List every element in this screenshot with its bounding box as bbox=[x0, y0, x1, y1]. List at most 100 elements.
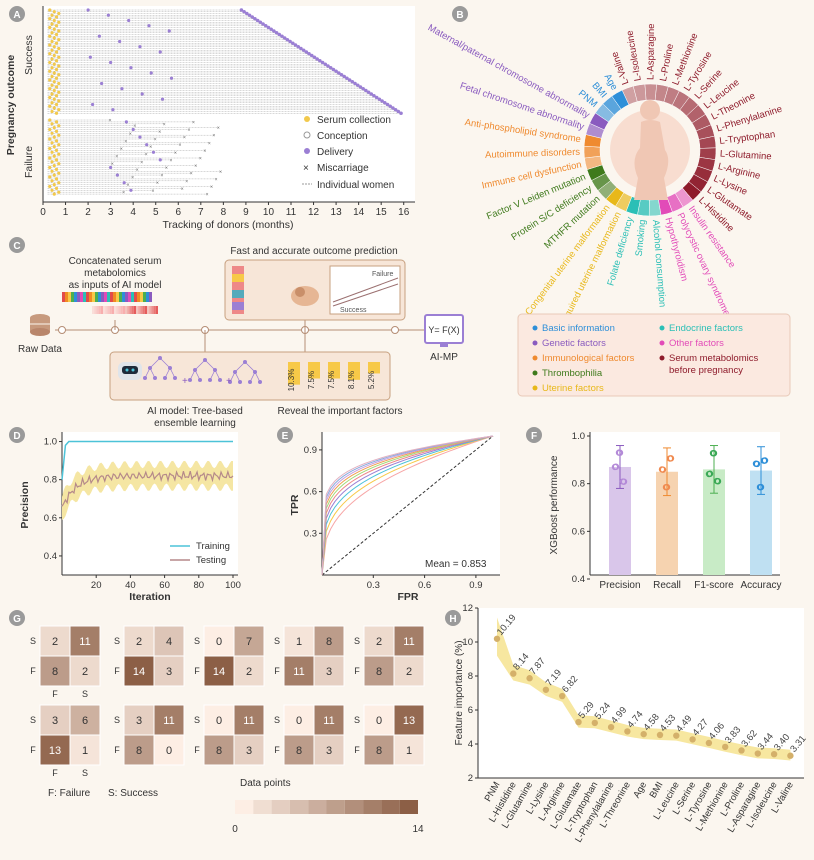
h-point bbox=[787, 752, 794, 759]
miscarriage-mark: × bbox=[156, 181, 159, 187]
miscarriage-mark: × bbox=[215, 177, 218, 183]
prediction-plot bbox=[329, 265, 401, 315]
delivery-dot bbox=[334, 69, 338, 74]
category-legend bbox=[517, 313, 791, 397]
a-xtick: 16 bbox=[398, 207, 410, 218]
e-xtick: 0.3 bbox=[367, 580, 380, 591]
cm-value: 13 bbox=[403, 715, 415, 727]
delivery-dot bbox=[253, 16, 257, 21]
delivery-dot bbox=[245, 11, 249, 16]
miscarriage-mark: × bbox=[127, 183, 130, 189]
delivery-dot bbox=[355, 83, 360, 88]
panel-a: A × ××× ×××× ×××× ×××× ×××× ×××× ××× ×××× ×××× ×××… bbox=[5, 6, 415, 231]
a-xtick: 5 bbox=[153, 207, 159, 218]
miscarriage-mark: × bbox=[170, 158, 173, 164]
serum-dot bbox=[57, 20, 61, 24]
miscarriage-mark: × bbox=[145, 152, 148, 158]
roc-curve bbox=[321, 435, 494, 576]
serum-dot bbox=[54, 94, 59, 98]
delivery-dot bbox=[293, 43, 298, 47]
d-xtick: 80 bbox=[194, 580, 205, 591]
cm-cell bbox=[203, 734, 235, 766]
tree-node bbox=[163, 376, 167, 380]
factor-label: L-Asparagine bbox=[645, 23, 657, 80]
metab-bar bbox=[144, 306, 147, 314]
tree-node bbox=[218, 378, 222, 382]
cm-cell bbox=[153, 704, 185, 736]
legend-uterine: Uterine factors bbox=[542, 383, 604, 394]
metab-bar bbox=[110, 292, 113, 302]
cm-axis-s: S bbox=[194, 715, 200, 725]
panel-d-label: D bbox=[13, 431, 20, 442]
serum-dot bbox=[54, 186, 59, 190]
panel-f: F Precision Recall F1-score Accuracy 0.4 0.6… bbox=[526, 427, 782, 591]
h-point bbox=[689, 736, 696, 743]
metab-bar bbox=[122, 306, 125, 314]
cm-cell bbox=[69, 625, 101, 657]
d-legend-training: Training bbox=[196, 541, 230, 552]
serum-dot bbox=[50, 101, 54, 105]
concat-line-1: Concatenated serum bbox=[69, 256, 162, 267]
d-axes: 0.4 0.6 0.8 1.0 20 40 60 80 100 bbox=[44, 437, 241, 591]
delivery-dot bbox=[124, 120, 129, 124]
f-xtick: Precision bbox=[599, 580, 640, 591]
miscarriage-mark: × bbox=[115, 154, 118, 160]
metab-bar bbox=[119, 292, 122, 302]
metab-bar bbox=[131, 292, 134, 302]
metab-bar bbox=[127, 306, 130, 314]
cm-value: 8 bbox=[376, 666, 382, 678]
f-ytick: 0.4 bbox=[572, 574, 585, 585]
serum-dot bbox=[48, 52, 52, 56]
serum-dot bbox=[48, 25, 52, 30]
g-note-f: F: Failure bbox=[48, 788, 91, 799]
cm-cell bbox=[393, 655, 425, 687]
importance-value: 8.1% bbox=[347, 371, 356, 389]
testing-band bbox=[62, 460, 233, 520]
delivery-dot bbox=[315, 57, 319, 61]
delivery-dot bbox=[109, 165, 113, 170]
cm-cell bbox=[283, 625, 315, 657]
a-failure-label: Failure bbox=[23, 146, 35, 178]
delivery-dot bbox=[111, 108, 115, 112]
cm-cell bbox=[313, 704, 345, 736]
serum-dot bbox=[54, 111, 59, 115]
delivery-dot bbox=[288, 39, 292, 44]
f-bar bbox=[609, 466, 631, 575]
delivery-dot bbox=[285, 37, 290, 42]
tree-edge bbox=[234, 361, 246, 373]
tree-node bbox=[193, 368, 197, 372]
cm-value: 1 bbox=[82, 745, 88, 757]
delivery-dot bbox=[169, 76, 174, 80]
delivery-dot bbox=[261, 22, 265, 26]
miscarriage-mark: × bbox=[111, 162, 114, 168]
tree-node bbox=[233, 370, 237, 374]
serum-dot bbox=[50, 74, 54, 79]
delivery-dot bbox=[266, 25, 271, 30]
e-ytick: 0.3 bbox=[304, 528, 317, 539]
delivery-dot bbox=[388, 104, 393, 109]
metab-bar bbox=[98, 292, 101, 302]
cm-axis-f: F bbox=[354, 666, 360, 676]
serum-dot bbox=[50, 122, 54, 126]
delivery-dot bbox=[299, 46, 303, 51]
e-ytick: 0.6 bbox=[304, 487, 317, 498]
f-point bbox=[706, 470, 714, 477]
cm-axis-f: F bbox=[274, 745, 280, 755]
cm-cell bbox=[69, 734, 101, 766]
d-ytick: 0.8 bbox=[44, 475, 57, 486]
serum-dot bbox=[50, 13, 54, 17]
cm-cell bbox=[233, 734, 265, 766]
tree-node bbox=[208, 378, 212, 382]
d-xtick: 60 bbox=[159, 580, 170, 591]
concat-line-3: as inputs of AI model bbox=[69, 280, 162, 291]
tree-edge bbox=[244, 361, 256, 373]
cm-value: 8 bbox=[216, 745, 222, 757]
metab-bar bbox=[136, 306, 139, 314]
metab-bar bbox=[62, 292, 65, 302]
metab-bar bbox=[86, 292, 89, 302]
tree-node bbox=[243, 360, 247, 364]
delivery-dot bbox=[320, 60, 325, 65]
serum-dot bbox=[52, 62, 56, 66]
serum-dot bbox=[52, 154, 56, 158]
miscarriage-mark: × bbox=[131, 175, 134, 181]
